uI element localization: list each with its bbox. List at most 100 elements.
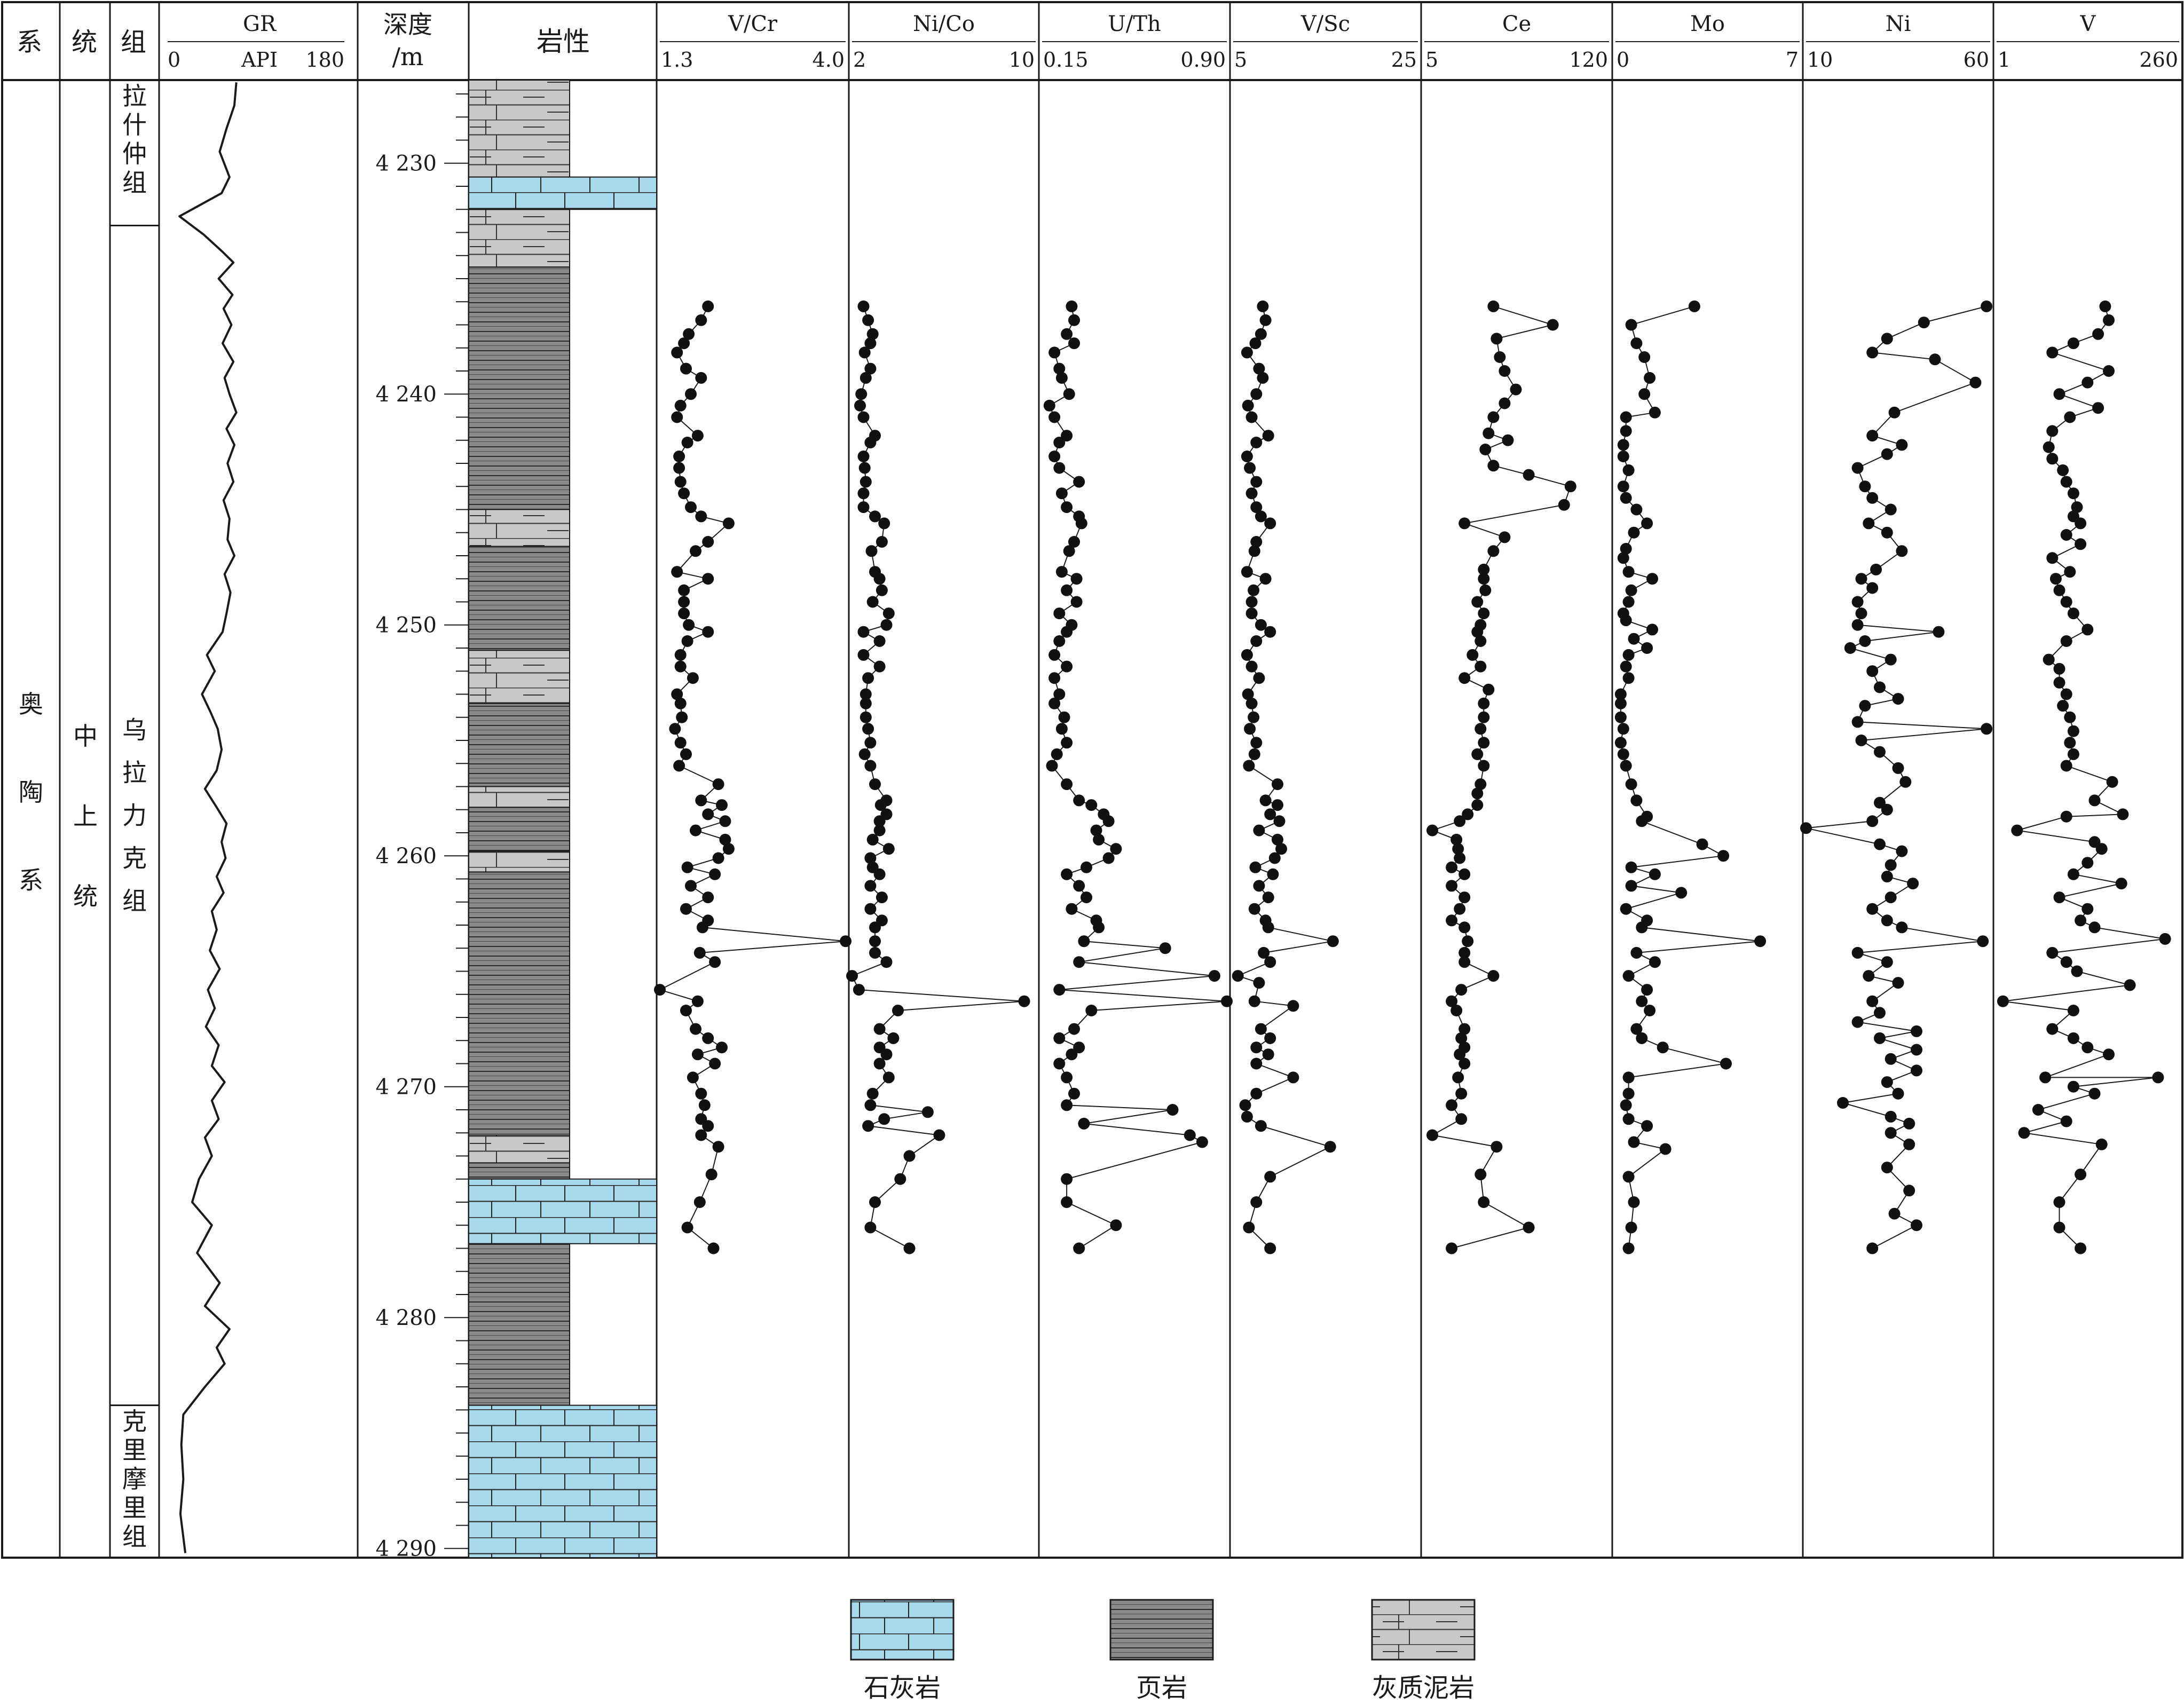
formation-char: 组 (122, 1522, 147, 1551)
data-point (2103, 1048, 2115, 1061)
data-point (2159, 933, 2171, 945)
gr-header-max: 180 (305, 48, 344, 72)
data-point (1874, 746, 1886, 758)
track-line (1236, 306, 1334, 1249)
data-point (1241, 346, 1253, 359)
data-point (1918, 317, 1930, 329)
data-point (2095, 843, 2108, 855)
data-point (1892, 977, 1904, 989)
data-point (860, 476, 872, 488)
track-line (1048, 306, 1227, 1249)
depth-tick-label: 4 270 (375, 1075, 437, 1100)
data-point (1487, 970, 1500, 982)
data-point (695, 372, 707, 384)
data-point (1458, 1023, 1471, 1035)
data-point (892, 1005, 904, 1016)
data-point (1075, 517, 1087, 530)
data-point (1636, 1032, 1648, 1044)
data-point (1446, 1099, 1458, 1111)
data-point (1851, 1016, 1864, 1028)
track-line (1620, 305, 1761, 1249)
data-point (1523, 469, 1535, 481)
legend-swatch-shale (1109, 1599, 1214, 1661)
data-point (1264, 808, 1276, 820)
data-point (1614, 688, 1627, 700)
data-point (1249, 337, 1261, 350)
data-point (1446, 861, 1458, 873)
data-point (1630, 794, 1643, 807)
data-point (2064, 411, 2076, 423)
data-point (1048, 672, 1061, 684)
data-point (2057, 464, 2069, 476)
data-point (2099, 300, 2111, 312)
data-point (2046, 453, 2059, 465)
track-min-label: 1.3 (661, 48, 693, 72)
data-point (1454, 1048, 1466, 1061)
data-point (1273, 815, 1286, 827)
data-point (1628, 633, 1640, 645)
data-point (2067, 607, 2079, 620)
data-point (1446, 1242, 1458, 1254)
track-max-label: 10 (1009, 48, 1035, 72)
data-point (1649, 406, 1661, 419)
data-point (2088, 794, 2101, 807)
data-point (1426, 1129, 1438, 1141)
data-point (722, 843, 735, 855)
data-point (2046, 552, 2059, 564)
data-point (1255, 510, 1267, 523)
data-point (1478, 760, 1490, 772)
formation-char: 克 (122, 844, 147, 873)
data-point (1478, 573, 1490, 585)
data-point (1510, 383, 1522, 396)
data-point (1102, 852, 1115, 864)
data-point (685, 388, 697, 400)
data-point (1885, 1127, 1897, 1139)
data-point (887, 1032, 900, 1044)
data-point (1896, 545, 1908, 557)
data-point (1053, 688, 1066, 700)
data-point (1053, 1057, 1066, 1070)
data-point (1250, 388, 1263, 400)
data-point (1622, 1242, 1635, 1254)
data-point (1255, 1023, 1267, 1035)
data-point (1243, 760, 1255, 772)
data-point (671, 411, 683, 423)
data-point (1267, 868, 1279, 880)
track-title: Ni/Co (913, 12, 975, 36)
data-point (1866, 582, 1879, 594)
data-point (1475, 660, 1487, 673)
data-point (1881, 333, 1893, 345)
track-max-label: 260 (2139, 48, 2178, 72)
data-point (1622, 1071, 1635, 1084)
data-point (1264, 1171, 1276, 1183)
data-point (1881, 914, 1893, 927)
data-point (1066, 903, 1078, 915)
data-point (1903, 1185, 1915, 1197)
data-point (864, 737, 877, 749)
data-point (873, 868, 886, 880)
data-point (680, 1005, 692, 1016)
data-point (1475, 635, 1487, 647)
data-point (864, 437, 877, 448)
data-point (864, 903, 877, 915)
data-point (857, 451, 870, 462)
data-point (1068, 314, 1080, 326)
data-point (719, 833, 731, 846)
legend-label: 石灰岩 (864, 1673, 941, 1703)
data-point (1272, 799, 1283, 811)
data-point (858, 748, 871, 760)
data-point (1253, 977, 1265, 989)
data-point (722, 517, 735, 530)
data-point (681, 437, 693, 448)
data-point (673, 462, 685, 474)
data-point (1275, 843, 1287, 855)
data-point (1478, 607, 1490, 620)
data-point (1063, 388, 1075, 400)
data-point (1617, 748, 1629, 760)
data-point (1078, 1117, 1090, 1130)
data-point (1455, 1087, 1468, 1100)
data-point (1090, 824, 1102, 836)
data-point (1547, 319, 1559, 331)
data-point (882, 607, 895, 620)
data-point (1048, 451, 1061, 462)
